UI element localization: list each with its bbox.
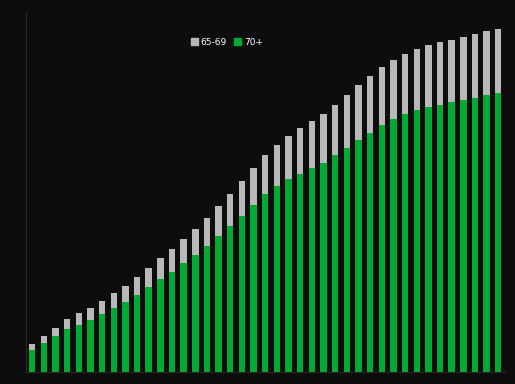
Bar: [414, 49, 420, 110]
Bar: [76, 325, 82, 372]
Bar: [215, 236, 222, 372]
Bar: [449, 40, 455, 102]
Bar: [297, 128, 303, 174]
Bar: [495, 29, 502, 93]
Bar: [273, 186, 280, 372]
Bar: [367, 133, 373, 372]
Bar: [169, 249, 175, 271]
Bar: [390, 119, 397, 372]
Bar: [134, 295, 140, 372]
Bar: [285, 179, 291, 372]
Bar: [204, 246, 210, 372]
Bar: [402, 54, 408, 114]
Bar: [320, 163, 327, 372]
Bar: [180, 239, 187, 263]
Bar: [390, 60, 397, 119]
Bar: [437, 42, 443, 104]
Bar: [180, 263, 187, 372]
Bar: [29, 344, 36, 350]
Bar: [495, 93, 502, 372]
Bar: [484, 96, 490, 372]
Bar: [64, 319, 71, 329]
Bar: [99, 301, 105, 314]
Bar: [308, 121, 315, 168]
Bar: [460, 37, 467, 100]
Bar: [64, 329, 71, 372]
Bar: [414, 110, 420, 372]
Bar: [262, 194, 268, 372]
Bar: [111, 308, 117, 372]
Bar: [297, 174, 303, 372]
Bar: [472, 98, 478, 372]
Bar: [76, 313, 82, 325]
Bar: [52, 328, 59, 336]
Bar: [320, 114, 327, 163]
Bar: [134, 277, 140, 295]
Bar: [379, 125, 385, 372]
Bar: [425, 107, 432, 372]
Bar: [122, 302, 129, 372]
Bar: [332, 104, 338, 156]
Bar: [239, 181, 245, 216]
Bar: [146, 287, 152, 372]
Bar: [250, 205, 257, 372]
Bar: [227, 194, 233, 226]
Bar: [308, 168, 315, 372]
Bar: [285, 136, 291, 179]
Bar: [227, 226, 233, 372]
Bar: [344, 148, 350, 372]
Bar: [192, 255, 198, 372]
Bar: [215, 206, 222, 236]
Bar: [332, 156, 338, 372]
Bar: [425, 45, 432, 107]
Bar: [379, 67, 385, 125]
Bar: [355, 86, 362, 140]
Bar: [273, 144, 280, 186]
Bar: [29, 350, 36, 372]
Bar: [157, 280, 164, 372]
Bar: [239, 216, 245, 372]
Bar: [41, 343, 47, 372]
Bar: [402, 114, 408, 372]
Bar: [122, 286, 129, 302]
Bar: [472, 34, 478, 98]
Bar: [460, 100, 467, 372]
Bar: [99, 314, 105, 372]
Bar: [355, 140, 362, 372]
Bar: [52, 336, 59, 372]
Bar: [41, 336, 47, 343]
Bar: [262, 154, 268, 194]
Legend: 65-69, 70+: 65-69, 70+: [187, 34, 267, 50]
Bar: [344, 95, 350, 148]
Bar: [204, 218, 210, 246]
Bar: [87, 308, 94, 320]
Bar: [250, 168, 257, 205]
Bar: [449, 102, 455, 372]
Bar: [111, 293, 117, 308]
Bar: [169, 271, 175, 372]
Bar: [87, 320, 94, 372]
Bar: [367, 76, 373, 133]
Bar: [157, 258, 164, 280]
Bar: [437, 104, 443, 372]
Bar: [146, 268, 152, 287]
Bar: [192, 229, 198, 255]
Bar: [484, 31, 490, 96]
